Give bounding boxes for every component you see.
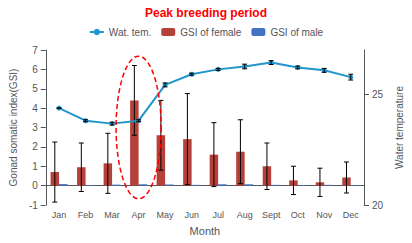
svg-text:Jul: Jul bbox=[212, 210, 224, 220]
svg-text:Wat. tem.: Wat. tem. bbox=[109, 27, 151, 38]
svg-text:3: 3 bbox=[32, 122, 38, 133]
svg-text:GSI of male: GSI of male bbox=[270, 27, 323, 38]
svg-text:Jan: Jan bbox=[52, 210, 67, 220]
svg-text:Aug: Aug bbox=[237, 210, 253, 220]
svg-text:7: 7 bbox=[32, 45, 38, 56]
svg-text:0: 0 bbox=[32, 180, 38, 191]
svg-text:Jun: Jun bbox=[184, 210, 199, 220]
svg-text:25: 25 bbox=[372, 89, 384, 100]
svg-text:Oct: Oct bbox=[291, 210, 306, 220]
svg-text:GSI of female: GSI of female bbox=[180, 27, 242, 38]
svg-text:6: 6 bbox=[32, 64, 38, 75]
svg-text:Apr: Apr bbox=[132, 210, 146, 220]
svg-text:2: 2 bbox=[32, 141, 38, 152]
svg-text:Gonad somatic index(GSI): Gonad somatic index(GSI) bbox=[8, 69, 19, 187]
svg-text:Feb: Feb bbox=[78, 210, 94, 220]
svg-text:May: May bbox=[157, 210, 175, 220]
svg-text:Sept: Sept bbox=[262, 210, 281, 220]
svg-text:Peak breeding period: Peak breeding period bbox=[145, 6, 267, 20]
svg-text:-1: -1 bbox=[29, 200, 38, 211]
svg-text:Mar: Mar bbox=[104, 210, 120, 220]
svg-text:Month: Month bbox=[190, 225, 221, 237]
svg-text:Nov: Nov bbox=[316, 210, 333, 220]
svg-text:4: 4 bbox=[32, 103, 38, 114]
svg-text:5: 5 bbox=[32, 83, 38, 94]
svg-text:1: 1 bbox=[32, 161, 38, 172]
svg-text:Dec: Dec bbox=[343, 210, 360, 220]
svg-text:Water temperature: Water temperature bbox=[394, 86, 405, 169]
svg-text:20: 20 bbox=[372, 200, 384, 211]
